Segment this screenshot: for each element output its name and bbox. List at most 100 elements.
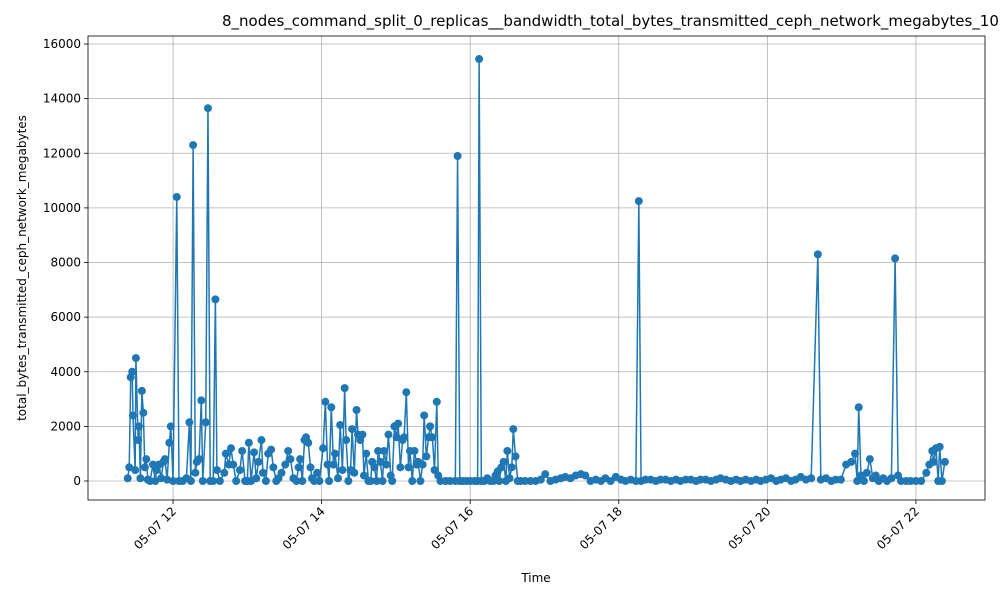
- data-point: [917, 476, 926, 485]
- plot: 0 2000 4000 6000 8000 10000 12000 14000 16000 05-…: [43, 36, 985, 552]
- data-point: [581, 471, 590, 480]
- data-point: [306, 463, 315, 472]
- data-point: [859, 476, 868, 485]
- data-point: [128, 411, 137, 420]
- data-point: [348, 425, 357, 434]
- data-point: [340, 384, 349, 393]
- data-point: [891, 254, 900, 263]
- data-point: [503, 446, 512, 455]
- data-point: [366, 476, 375, 485]
- data-point: [507, 463, 516, 472]
- data-point: [922, 468, 931, 477]
- y-tick-label: 14000: [43, 92, 81, 106]
- data-point: [186, 476, 195, 485]
- data-point: [376, 457, 385, 466]
- data-point: [254, 457, 263, 466]
- data-point: [862, 468, 871, 477]
- data-point: [327, 403, 336, 412]
- data-point: [836, 475, 845, 484]
- data-point: [505, 474, 514, 483]
- data-point: [258, 468, 267, 477]
- data-point: [382, 460, 391, 469]
- data-point: [191, 468, 200, 477]
- data-point: [358, 430, 367, 439]
- data-point: [865, 455, 874, 464]
- data-point: [142, 455, 151, 464]
- data-point: [410, 446, 419, 455]
- data-point: [400, 433, 409, 442]
- data-point: [136, 474, 145, 483]
- data-point: [201, 418, 210, 427]
- data-point: [940, 457, 949, 466]
- data-point: [929, 457, 938, 466]
- data-point: [378, 476, 387, 485]
- data-point: [374, 446, 383, 455]
- data-point: [125, 463, 134, 472]
- data-point: [329, 460, 338, 469]
- data-point: [807, 474, 816, 483]
- data-point: [937, 476, 946, 485]
- data-point: [392, 433, 401, 442]
- data-point: [380, 446, 389, 455]
- data-point: [221, 449, 230, 458]
- x-tick-label: 05-07 12: [131, 504, 179, 552]
- data-point: [475, 55, 484, 64]
- data-point: [269, 463, 278, 472]
- data-point: [851, 449, 859, 458]
- data-point: [362, 449, 371, 458]
- data-point: [292, 476, 301, 485]
- data-point: [198, 476, 207, 485]
- data-point: [325, 476, 334, 485]
- data-point: [212, 466, 221, 475]
- data-point: [169, 476, 178, 485]
- data-point: [296, 455, 305, 464]
- data-point: [137, 386, 146, 395]
- data-point: [813, 250, 822, 259]
- data-point: [350, 468, 359, 477]
- data-point: [151, 476, 160, 485]
- data-point: [203, 104, 212, 113]
- data-point: [238, 446, 247, 455]
- data-point: [134, 422, 143, 431]
- data-point: [227, 444, 235, 453]
- data-point: [140, 463, 149, 472]
- data-point: [209, 476, 218, 485]
- data-point: [344, 476, 353, 485]
- data-point: [128, 367, 137, 376]
- data-point: [338, 466, 347, 475]
- data-point: [252, 474, 261, 483]
- y-tick-label: 2000: [50, 419, 81, 433]
- data-point: [261, 476, 270, 485]
- data-point: [131, 354, 140, 363]
- data-point: [370, 463, 379, 472]
- chart-title: 8_nodes_command_split_0_replicas__bandwi…: [222, 12, 1000, 31]
- y-tick-label: 0: [73, 474, 81, 488]
- data-point: [426, 422, 435, 431]
- x-tick-label: 05-07 20: [725, 504, 773, 552]
- data-point: [172, 192, 181, 201]
- data-point: [319, 444, 328, 453]
- data-point: [189, 141, 198, 150]
- data-point: [402, 388, 411, 397]
- data-point: [887, 474, 896, 483]
- data-point: [229, 460, 238, 469]
- data-point: [277, 468, 286, 477]
- data-point: [432, 397, 441, 406]
- data-point: [404, 463, 413, 472]
- data-point: [134, 436, 143, 445]
- data-point: [220, 468, 229, 477]
- data-point: [352, 405, 361, 414]
- data-point: [428, 433, 437, 442]
- data-point: [267, 445, 276, 454]
- data-line: [126, 59, 946, 484]
- data-point: [215, 476, 224, 485]
- data-point: [388, 476, 397, 485]
- data-point: [197, 396, 206, 405]
- data-point: [935, 442, 944, 451]
- data-point: [123, 474, 132, 483]
- data-point: [847, 457, 856, 466]
- data-point: [284, 446, 293, 455]
- x-tick-label: 05-07 16: [428, 504, 476, 552]
- y-tick-label: 12000: [43, 146, 81, 160]
- data-point: [509, 425, 518, 434]
